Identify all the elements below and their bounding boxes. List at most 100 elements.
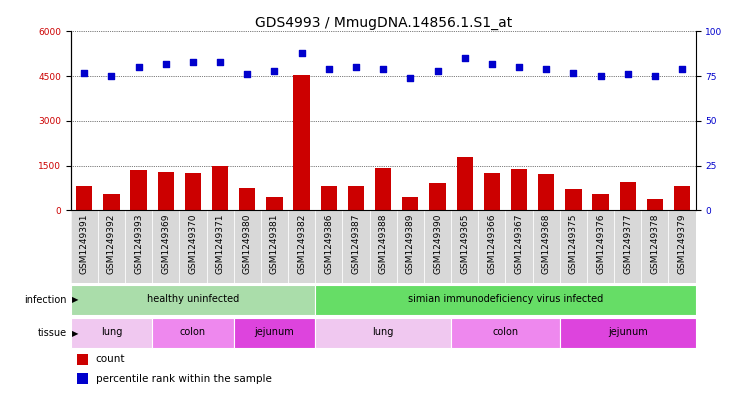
- Text: GSM1249365: GSM1249365: [461, 214, 469, 274]
- Text: GSM1249382: GSM1249382: [297, 214, 306, 274]
- Title: GDS4993 / MmugDNA.14856.1.S1_at: GDS4993 / MmugDNA.14856.1.S1_at: [254, 17, 512, 30]
- Point: [350, 64, 362, 70]
- Point: [78, 70, 90, 76]
- Bar: [77, 354, 89, 365]
- Bar: [614, 210, 641, 283]
- Bar: [288, 210, 315, 283]
- Text: GSM1249378: GSM1249378: [650, 214, 659, 274]
- Bar: [71, 318, 153, 348]
- Bar: [538, 174, 554, 210]
- Bar: [315, 318, 451, 348]
- Bar: [674, 186, 690, 210]
- Bar: [342, 210, 370, 283]
- Text: infection: infection: [25, 295, 67, 305]
- Bar: [397, 210, 424, 283]
- Bar: [261, 210, 288, 283]
- Text: GSM1249388: GSM1249388: [379, 214, 388, 274]
- Bar: [348, 186, 364, 210]
- Bar: [179, 210, 207, 283]
- Bar: [668, 210, 696, 283]
- Text: GSM1249370: GSM1249370: [188, 214, 197, 274]
- Bar: [153, 210, 179, 283]
- Text: GSM1249386: GSM1249386: [324, 214, 333, 274]
- Bar: [239, 188, 255, 210]
- Bar: [125, 210, 153, 283]
- Text: GSM1249380: GSM1249380: [243, 214, 251, 274]
- Bar: [71, 285, 315, 315]
- Text: ▶: ▶: [72, 295, 79, 304]
- Bar: [478, 210, 505, 283]
- Text: ▶: ▶: [72, 329, 79, 338]
- Text: GSM1249366: GSM1249366: [487, 214, 496, 274]
- Bar: [98, 210, 125, 283]
- Point: [405, 75, 417, 81]
- Text: GSM1249376: GSM1249376: [596, 214, 605, 274]
- Point: [622, 71, 634, 77]
- Text: GSM1249367: GSM1249367: [515, 214, 524, 274]
- Text: GSM1249371: GSM1249371: [216, 214, 225, 274]
- Point: [432, 68, 443, 74]
- Bar: [424, 210, 451, 283]
- Point: [513, 64, 525, 70]
- Bar: [429, 184, 446, 210]
- Text: count: count: [96, 354, 125, 364]
- Bar: [484, 173, 500, 210]
- Bar: [375, 168, 391, 210]
- Point: [269, 68, 280, 74]
- Bar: [321, 186, 337, 210]
- Point: [540, 66, 552, 72]
- Point: [594, 73, 606, 79]
- Text: GSM1249392: GSM1249392: [107, 214, 116, 274]
- Bar: [587, 210, 614, 283]
- Bar: [293, 75, 310, 210]
- Bar: [451, 210, 478, 283]
- Bar: [185, 173, 201, 210]
- Bar: [620, 182, 636, 210]
- Text: healthy uninfected: healthy uninfected: [147, 294, 239, 304]
- Point: [676, 66, 688, 72]
- Point: [214, 59, 226, 65]
- Point: [106, 73, 118, 79]
- Point: [295, 50, 307, 56]
- Bar: [153, 318, 234, 348]
- Bar: [234, 210, 261, 283]
- Text: lung: lung: [100, 327, 122, 338]
- Point: [568, 70, 580, 76]
- Bar: [207, 210, 234, 283]
- Bar: [457, 156, 473, 210]
- Bar: [559, 318, 696, 348]
- Bar: [641, 210, 668, 283]
- Bar: [234, 318, 315, 348]
- Text: GSM1249375: GSM1249375: [569, 214, 578, 274]
- Point: [459, 55, 471, 61]
- Text: jejunum: jejunum: [608, 327, 647, 338]
- Bar: [565, 189, 582, 210]
- Text: GSM1249368: GSM1249368: [542, 214, 551, 274]
- Point: [132, 64, 144, 70]
- Bar: [77, 373, 89, 384]
- Text: GSM1249379: GSM1249379: [678, 214, 687, 274]
- Point: [160, 61, 172, 67]
- Bar: [505, 210, 533, 283]
- Bar: [315, 210, 342, 283]
- Bar: [511, 169, 527, 210]
- Bar: [212, 166, 228, 210]
- Point: [377, 66, 389, 72]
- Bar: [315, 285, 696, 315]
- Bar: [103, 194, 120, 210]
- Point: [187, 59, 199, 65]
- Bar: [370, 210, 397, 283]
- Bar: [647, 199, 663, 210]
- Text: GSM1249381: GSM1249381: [270, 214, 279, 274]
- Text: GSM1249389: GSM1249389: [405, 214, 415, 274]
- Text: colon: colon: [493, 327, 519, 338]
- Bar: [76, 186, 92, 210]
- Text: GSM1249369: GSM1249369: [161, 214, 170, 274]
- Point: [649, 73, 661, 79]
- Text: jejunum: jejunum: [254, 327, 295, 338]
- Point: [241, 71, 253, 77]
- Bar: [559, 210, 587, 283]
- Bar: [451, 318, 559, 348]
- Text: lung: lung: [373, 327, 394, 338]
- Bar: [158, 171, 174, 210]
